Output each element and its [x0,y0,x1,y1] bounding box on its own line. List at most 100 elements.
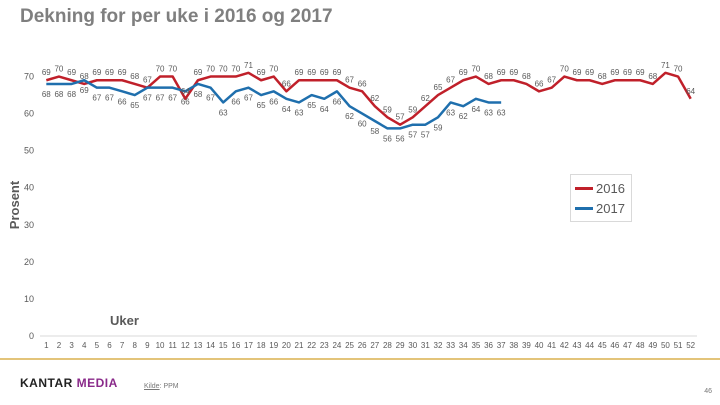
y-tick-label: 60 [24,109,34,119]
data-label-2016: 71 [244,61,253,70]
x-tick-label: 36 [484,341,493,350]
legend-label-2017: 2017 [596,200,625,216]
data-label-2016: 69 [585,68,594,77]
x-tick-label: 35 [471,341,480,350]
x-tick-label: 3 [69,341,74,350]
data-label-2016: 68 [648,72,657,81]
legend-item-2016: 2016 [575,180,625,196]
data-label-2017: 64 [282,105,291,114]
data-label-2017: 67 [92,94,101,103]
x-tick-label: 43 [573,341,582,350]
data-label-2016: 70 [560,65,569,74]
data-label-2016: 66 [358,79,367,88]
data-label-2017: 60 [358,120,367,129]
x-tick-label: 40 [535,341,544,350]
x-tick-label: 12 [181,341,190,350]
y-axis-title: Prosent [7,180,22,229]
x-tick-label: 4 [82,341,87,350]
data-label-2017: 56 [383,134,392,143]
x-tick-label: 5 [95,341,100,350]
data-label-2017: 65 [307,101,316,110]
x-tick-label: 33 [446,341,455,350]
x-tick-label: 19 [269,341,278,350]
series-lines [45,71,692,130]
data-label-2016: 66 [535,79,544,88]
x-tick-label: 8 [133,341,138,350]
y-tick-label: 50 [24,146,34,156]
x-tick-label: 17 [244,341,253,350]
y-tick-label: 30 [24,220,34,230]
data-label-2016: 64 [686,87,695,96]
x-tick-label: 30 [408,341,417,350]
x-tick-label: 31 [421,341,430,350]
data-label-2016: 69 [320,68,329,77]
x-tick-label: 32 [434,341,443,350]
data-label-2016: 59 [408,105,417,114]
logo-main: KANTAR [20,376,77,390]
data-label-2016: 69 [623,68,632,77]
data-label-2017: 63 [219,108,228,117]
data-label-2017: 65 [257,101,266,110]
legend-swatch-2016 [575,186,593,190]
data-label-2017: 66 [118,97,127,106]
x-tick-label: 41 [547,341,556,350]
data-label-2017: 67 [143,94,152,103]
x-tick-label: 11 [169,341,178,350]
data-label-2016: 69 [118,68,127,77]
x-tick-label: 25 [345,341,354,350]
page-number: 46 [704,388,712,395]
data-label-2017: 62 [459,112,468,121]
kantar-media-logo: KANTAR MEDIA [20,376,118,390]
data-label-2017: 56 [396,134,405,143]
x-tick-label: 24 [332,341,341,350]
x-tick-label: 23 [320,341,329,350]
data-label-2017: 64 [471,105,480,114]
data-label-2016: 68 [80,72,89,81]
data-label-2017: 67 [168,94,177,103]
data-label-2017: 65 [130,101,139,110]
data-label-2017: 57 [408,131,417,140]
data-label-2016: 66 [282,79,291,88]
data-label-2016: 67 [446,76,455,85]
x-tick-label: 21 [295,341,304,350]
legend-swatch-2017 [575,206,593,210]
x-tick-label: 16 [231,341,240,350]
x-tick-label: 37 [497,341,506,350]
data-label-2017: 66 [231,97,240,106]
x-tick-label: 1 [44,341,49,350]
data-label-2016: 70 [471,65,480,74]
x-tick-label: 51 [674,341,683,350]
data-label-2016: 70 [156,65,165,74]
x-tick-label: 50 [661,341,670,350]
data-label-2017: 67 [244,94,253,103]
data-label-2017: 66 [181,97,190,106]
y-tick-label: 0 [29,331,34,341]
data-label-2016: 64 [181,87,190,96]
data-label-2016: 69 [67,68,76,77]
x-tick-label: 38 [509,341,518,350]
source-value: : PPM [159,383,179,390]
data-label-2016: 69 [636,68,645,77]
data-label-2016: 69 [92,68,101,77]
y-tick-label: 10 [24,294,34,304]
data-label-2017: 67 [206,94,215,103]
legend-item-2017: 2017 [575,200,625,216]
data-label-2017: 68 [54,90,63,99]
logo-accent: MEDIA [76,376,118,390]
series-line-2017 [46,78,502,130]
data-label-2017: 68 [193,90,202,99]
data-label-2016: 71 [661,61,670,70]
x-tick-label: 18 [257,341,266,350]
x-tick-label: 28 [383,341,392,350]
data-label-2016: 70 [206,65,215,74]
data-label-2016: 68 [484,72,493,81]
x-axis-title: Uker [110,313,139,328]
x-tick-label: 46 [610,341,619,350]
data-label-2016: 70 [269,65,278,74]
x-tick-label: 34 [459,341,468,350]
data-label-2017: 68 [67,90,76,99]
data-label-2016: 67 [345,76,354,85]
y-tick-label: 40 [24,183,34,193]
